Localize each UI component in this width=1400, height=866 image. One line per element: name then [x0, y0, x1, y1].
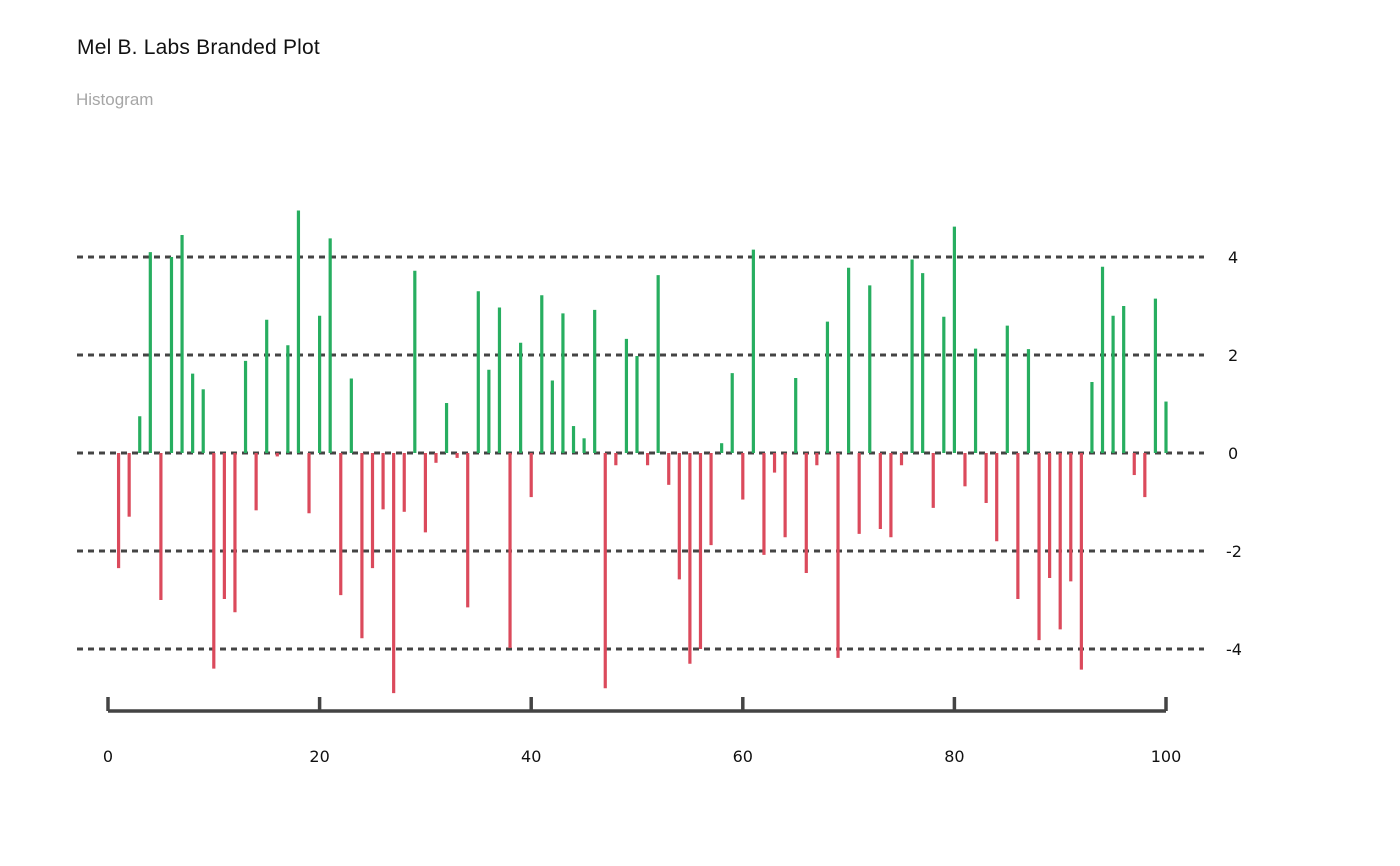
bars [116, 210, 1168, 694]
y-tick-label: -2 [1226, 542, 1242, 561]
x-tick-label: 60 [733, 747, 753, 766]
tick-labels: 0 20 40 60 80 100 -4 -2 0 2 4 [103, 248, 1242, 766]
y-tick-label: -4 [1226, 640, 1242, 659]
chart-title: Mel B. Labs Branded Plot [77, 36, 320, 59]
y-tick-label: 0 [1228, 444, 1238, 463]
x-tick-label: 40 [521, 747, 541, 766]
y-tick-label: 2 [1228, 346, 1238, 365]
x-tick-label: 0 [103, 747, 113, 766]
x-tick-label: 80 [944, 747, 964, 766]
grid-lines [77, 255, 1204, 651]
x-tick-label: 20 [309, 747, 329, 766]
chart-subtitle: Histogram [76, 90, 154, 109]
x-tick-label: 100 [1151, 747, 1182, 766]
y-tick-label: 4 [1228, 248, 1238, 267]
x-axis [106, 697, 1168, 713]
